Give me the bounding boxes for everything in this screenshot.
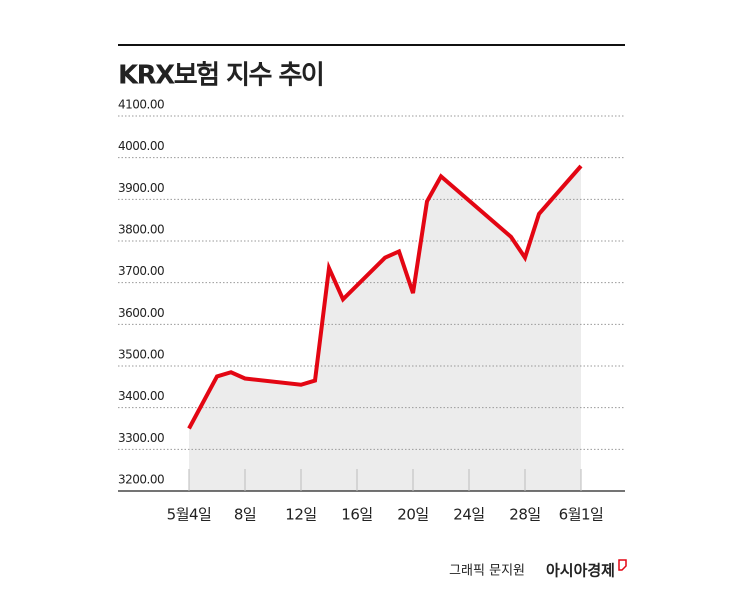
x-tick-label: 28일 [509, 506, 540, 524]
y-tick-label: 3500.00 [118, 348, 164, 362]
y-tick-label: 3400.00 [118, 389, 164, 403]
y-tick-label: 3800.00 [118, 223, 164, 237]
y-tick-label: 4100.00 [118, 98, 164, 112]
x-tick-label: 24일 [453, 506, 484, 524]
y-tick-label: 3600.00 [118, 306, 164, 320]
x-tick-label: 8일 [234, 506, 256, 524]
plot-area: 3200.00 3300.00 3400.00 3500.00 3600.00 3700.… [118, 98, 625, 524]
x-tick-label: 20일 [397, 506, 428, 524]
x-tick-label: 6월1일 [559, 506, 604, 524]
chart-title: KRX보험 지수 추이 [118, 61, 323, 91]
x-tick-label: 16일 [341, 506, 372, 524]
series-line [187, 164, 583, 430]
y-tick-label: 3700.00 [118, 264, 164, 278]
y-tick-label: 3300.00 [118, 431, 164, 445]
x-tick-label: 5월4일 [167, 506, 212, 524]
x-tick-label: 12일 [285, 506, 316, 524]
y-tick-label: 4000.00 [118, 139, 164, 153]
source: 아시아경제 [546, 562, 615, 580]
y-tick-label: 3200.00 [118, 473, 164, 487]
credit: 그래픽 문지원 [449, 564, 525, 579]
area-fill [189, 166, 581, 491]
y-tick-label: 3900.00 [118, 181, 164, 195]
logo-icon [618, 559, 627, 571]
